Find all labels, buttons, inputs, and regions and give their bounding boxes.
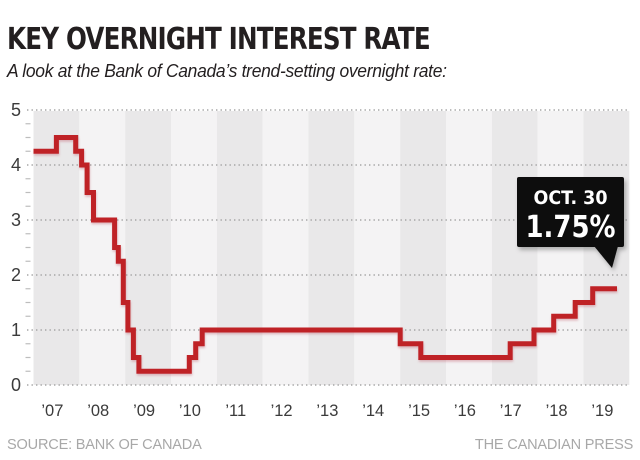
y-axis-labels: 0 1 2 3 4 5 [11, 100, 21, 395]
y-tick-label-2: 2 [11, 265, 21, 285]
year-band-2007 [33, 111, 80, 385]
year-band-2010 [170, 111, 217, 385]
chart-subtitle: A look at the Bank of Canada’s trend-set… [7, 61, 447, 81]
x-axis-labels: ’07 ’08 ’09 ’10 ’11 ’12 ’13 ’14 ’15 ’16 ’17 ’18 ’19 [41, 402, 613, 420]
x-tick-label-2017: ’17 [500, 402, 522, 420]
year-bands [33, 111, 630, 385]
chart-title: KEY OVERNIGHT INTEREST RATE [7, 22, 431, 57]
callout-bubble: OCT. 30 1.75% [517, 177, 624, 268]
footer: SOURCE: BANK OF CANADA THE CANADIAN PRES… [0, 436, 640, 454]
x-tick-label-2015: ’15 [408, 402, 430, 420]
x-tick-label-2014: ’14 [362, 402, 384, 420]
rate-step-chart: 0 1 2 3 4 5 ’07 ’08 ’09 ’10 ’11 ’12 ’13 ’14 ’15 ’16 ’17… [11, 100, 630, 420]
publisher-credit: THE CANADIAN PRESS [474, 436, 633, 453]
y-tick-label-3: 3 [11, 210, 21, 230]
x-tick-label-2011: ’11 [225, 402, 246, 420]
source-credit: SOURCE: BANK OF CANADA [7, 436, 202, 453]
year-band-2013 [308, 111, 355, 385]
x-tick-label-2009: ’09 [133, 402, 155, 420]
year-band-2012 [262, 111, 309, 385]
y-tick-label-0: 0 [11, 375, 21, 395]
x-tick-label-2008: ’08 [87, 402, 109, 420]
x-tick-label-2007: ’07 [41, 402, 63, 420]
x-tick-label-2016: ’16 [454, 402, 476, 420]
year-band-2016 [445, 111, 492, 385]
callout-value-label: 1.75% [526, 210, 616, 245]
x-tick-label-2012: ’12 [271, 402, 293, 420]
year-band-2011 [216, 111, 263, 385]
rate-step-line [33, 135, 617, 374]
y-tick-label-5: 5 [11, 100, 21, 120]
x-tick-label-2018: ’18 [546, 402, 568, 420]
callout-date-label: OCT. 30 [534, 187, 608, 209]
year-band-2014 [354, 111, 401, 385]
year-band-2018 [537, 111, 584, 385]
x-tick-label-2013: ’13 [316, 402, 338, 420]
x-tick-label-2010: ’10 [179, 402, 201, 420]
callout-box [517, 177, 624, 247]
y-minor-ticks [25, 123, 31, 372]
x-tick-label-2019: ’19 [591, 402, 613, 420]
y-tick-label-4: 4 [11, 155, 21, 175]
y-tick-label-1: 1 [11, 320, 21, 340]
callout-tail-pointer [594, 246, 618, 268]
year-band-2017 [491, 111, 538, 385]
year-band-2015 [400, 111, 446, 385]
